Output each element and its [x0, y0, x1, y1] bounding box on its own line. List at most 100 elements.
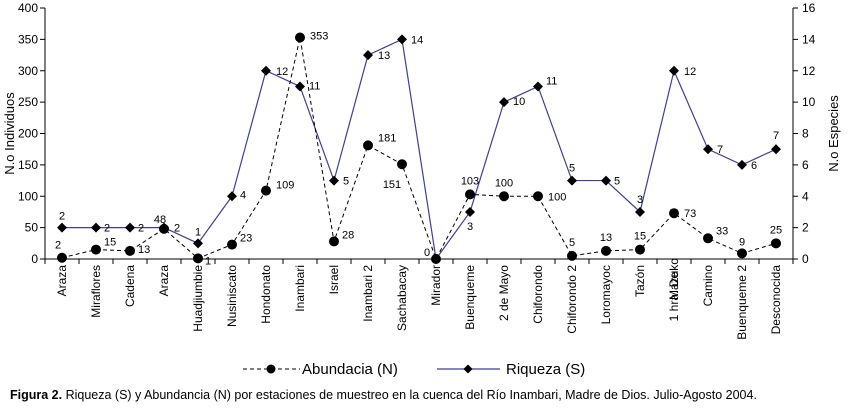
abundancia-point [295, 32, 305, 43]
riqueza-value-label: 2 [138, 223, 144, 235]
riqueza-value-label: 4 [240, 189, 246, 201]
series-layer [57, 32, 781, 264]
riqueza-point [737, 159, 747, 170]
abundancia-value-label: 151 [383, 179, 401, 191]
riqueza-value-label: 6 [751, 160, 757, 172]
abundancia-value-label: 13 [600, 232, 612, 244]
riqueza-value-label: 7 [717, 144, 723, 156]
category-label: Araza [157, 265, 171, 297]
riqueza-value-label: 5 [343, 176, 349, 188]
riqueza-value-label: 12 [684, 66, 696, 78]
category-label: Chiforondo [531, 265, 545, 324]
right-tick-label: 4 [802, 189, 809, 203]
abundancia-line [61, 37, 777, 261]
riqueza-value-label: 5 [614, 176, 620, 188]
abundancia-value-label: 33 [716, 225, 728, 237]
right-tick-label: 16 [802, 1, 816, 15]
figure-caption: Figura 2. Riqueza (S) y Abundancia (N) p… [10, 388, 845, 402]
category-label: 1 hra. DeMazuko [667, 258, 681, 322]
riqueza-value-label: 2 [174, 223, 180, 235]
category-label: Nusiniscato [225, 265, 239, 327]
abundancia-point [57, 252, 67, 263]
riqueza-point [125, 222, 135, 233]
axes: 0501001502002503003504000246810121416N.o… [2, 1, 841, 340]
left-tick-label: 150 [18, 158, 38, 172]
left-tick-label: 0 [31, 252, 38, 266]
category-label: Miraflores [89, 265, 103, 318]
riqueza-point [465, 206, 475, 217]
abundancia-value-label: 13 [138, 244, 150, 256]
abundancia-point [363, 140, 373, 151]
abundancia-point [703, 233, 713, 244]
category-label: Inambari [293, 265, 307, 312]
category-label: Desconocida [769, 265, 783, 335]
abundancia-value-label: 109 [276, 180, 294, 192]
category-label: Mirador [429, 265, 443, 306]
abundancia-value-label: 353 [310, 30, 328, 42]
abundancia-value-label: 103 [461, 175, 479, 187]
abundancia-point [635, 244, 645, 255]
category-label: Israel [327, 265, 341, 294]
abundancia-point [329, 236, 339, 247]
abundancia-point [601, 245, 611, 256]
abundancia-point [669, 208, 679, 219]
abundancia-value-label: 181 [378, 132, 396, 144]
riqueza-point [261, 65, 271, 76]
abundancia-value-label: 100 [548, 191, 566, 203]
abundancia-value-label: 100 [495, 177, 513, 189]
riqueza-point [227, 191, 237, 202]
legend-riqueza-swatch-marker [463, 364, 473, 374]
category-label: Cadena [123, 265, 137, 307]
riqueza-value-label: 7 [773, 130, 779, 142]
abundancia-point [465, 189, 475, 200]
category-label: Inambari 2 [361, 265, 375, 322]
left-tick-label: 300 [18, 64, 38, 78]
riqueza-value-label: 3 [637, 194, 643, 206]
legend-riqueza-label: Riqueza (S) [506, 361, 585, 378]
y-left-axis-title: N.o Individuos [2, 92, 17, 175]
abundancia-value-label: 25 [770, 224, 782, 236]
right-tick-label: 10 [802, 95, 816, 109]
abundancia-point [193, 253, 203, 264]
riqueza-point [193, 238, 203, 249]
right-tick-label: 8 [802, 127, 809, 141]
riqueza-point [703, 144, 713, 155]
riqueza-line [62, 38, 777, 261]
y-right-axis-title: N.o Especies [826, 95, 841, 172]
riqueza-point [771, 144, 781, 155]
riqueza-point [499, 97, 509, 108]
riqueza-value-label: 3 [467, 221, 473, 233]
riqueza-value-label: 11 [309, 80, 320, 92]
abundancia-point [397, 159, 407, 170]
riqueza-point [635, 206, 645, 217]
legend-abundancia-swatch-marker [266, 364, 276, 374]
abundancia-point [499, 191, 509, 202]
abundancia-point [533, 191, 543, 202]
category-label-line: Mazuko [667, 258, 681, 300]
riqueza-point [363, 50, 373, 61]
category-label-line: 1 hra. De [667, 272, 681, 322]
riqueza-value-label: 14 [411, 34, 423, 46]
category-label: Hondonato [259, 265, 273, 324]
chart: 0501001502002503003504000246810121416N.o… [2, 1, 841, 378]
right-tick-label: 14 [802, 32, 816, 46]
riqueza-point [669, 65, 679, 76]
right-tick-label: 0 [802, 252, 809, 266]
abundancia-value-label: 23 [240, 233, 252, 245]
category-label: 2 de Mayo [497, 265, 511, 321]
right-tick-label: 12 [802, 64, 816, 78]
category-label: Loromayoc [599, 265, 613, 324]
abundancia-point [771, 238, 781, 249]
abundancia-value-label: 15 [634, 231, 646, 243]
abundancia-point [159, 223, 169, 234]
abundancia-value-label: 73 [684, 208, 696, 220]
riqueza-point [567, 175, 577, 186]
left-tick-label: 350 [18, 32, 38, 46]
abundancia-point [431, 254, 441, 264]
category-label: Huadjiumbie [191, 265, 205, 332]
abundancia-point [737, 248, 747, 259]
riqueza-point [295, 81, 305, 92]
abundancia-point [567, 250, 577, 261]
riqueza-point [601, 175, 611, 186]
riqueza-point [533, 81, 543, 92]
